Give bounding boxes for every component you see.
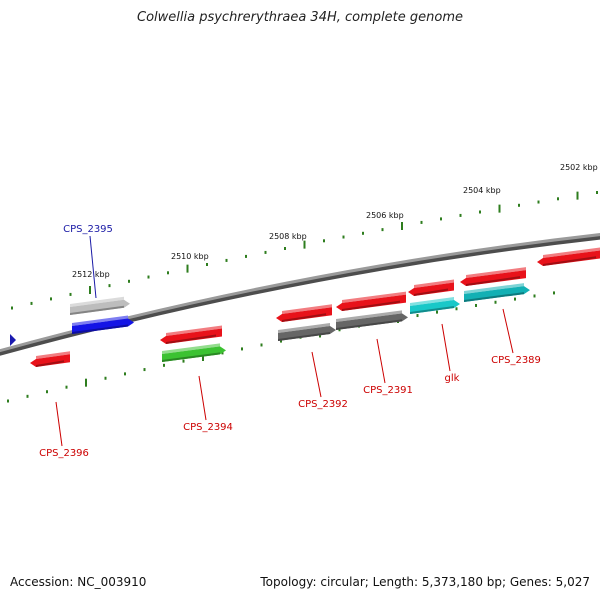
feature-shade: [166, 334, 216, 344]
gene-label: CPS_2391: [363, 385, 413, 396]
feature-cps-2396-outer: [30, 351, 70, 367]
gene-leader-line: [441, 323, 451, 372]
feature-cps-2391-outer: [336, 291, 406, 311]
feature-top: [36, 351, 70, 359]
feature-top: [72, 315, 128, 326]
feature-top: [414, 279, 454, 288]
feature-shade: [278, 332, 330, 341]
feature-top: [466, 267, 526, 278]
feature-cps-2392-outer: [276, 304, 332, 322]
feature-shade: [342, 300, 400, 311]
gene-label: CPS_2395: [63, 224, 113, 235]
feature-cps-2394-outer: [160, 325, 222, 344]
feature-shade: [414, 288, 448, 296]
feature-body: [408, 282, 454, 296]
feature-body: [336, 294, 406, 311]
feature-shade: [70, 305, 124, 315]
ruler-label: 2504 kbp: [463, 186, 501, 195]
feature-shade: [336, 319, 402, 330]
feature-top: [70, 296, 124, 307]
feature-cps-2392-inner: [278, 323, 336, 341]
gene-leader-line: [376, 338, 386, 384]
gene-leader-line: [502, 308, 514, 354]
feature-cps-2391-inner: [336, 310, 408, 330]
feature-body: [276, 307, 332, 322]
ruler-label: 2502 kbp: [560, 163, 598, 172]
feature-glk-inner: [410, 297, 460, 314]
feature-body: [160, 328, 222, 344]
feature-cps-2395-inner: [72, 315, 134, 334]
feature-cps-2389-inner: [464, 283, 530, 302]
feature-top: [410, 297, 454, 306]
feature-shade: [36, 360, 64, 367]
feature-top: [166, 325, 222, 336]
feature-body: [460, 270, 526, 286]
feature-top: [543, 247, 600, 258]
ruler-label: 2506 kbp: [366, 211, 404, 220]
gene-label: glk: [445, 373, 460, 384]
origin-marker: [10, 334, 16, 346]
feature-shade: [464, 292, 524, 302]
feature-shade: [410, 306, 454, 314]
gene-leader-line: [198, 375, 207, 421]
feature-top: [162, 343, 220, 354]
feature-cps-2395-outer: [70, 296, 130, 315]
feature-shade: [162, 352, 220, 362]
feature-glk-outer: [408, 279, 454, 296]
gene-leader-line: [55, 401, 63, 447]
feature-cps-2394-inner: [162, 343, 226, 362]
feature-top: [464, 283, 524, 294]
feature-top: [282, 304, 332, 314]
feature-shade: [466, 276, 520, 286]
feature-cps-2389-outer: [460, 267, 526, 286]
gene-leader-line: [89, 235, 97, 299]
ruler-label: 2508 kbp: [269, 232, 307, 241]
feature-cps-2388-outer: [537, 247, 600, 266]
feature-top: [278, 323, 330, 333]
feature-body: [537, 250, 600, 266]
outer-tick-ring: [11, 191, 598, 310]
gene-label: CPS_2389: [491, 355, 541, 366]
gene-label: CPS_2392: [298, 399, 348, 410]
accession-text: Accession: NC_003910: [10, 575, 147, 589]
ruler-label: 2512 kbp: [72, 270, 110, 279]
feature-body: [30, 354, 70, 367]
ruler-label: 2510 kbp: [171, 252, 209, 261]
map-title: Colwellia psychrerythraea 34H, complete …: [137, 10, 463, 25]
feature-shade: [543, 256, 596, 266]
feature-shade: [72, 324, 128, 334]
genome-stats-text: Topology: circular; Length: 5,373,180 bp…: [260, 575, 590, 589]
feature-shade: [282, 313, 326, 322]
feature-top: [342, 291, 406, 303]
feature-top: [336, 310, 402, 322]
gene-label: CPS_2396: [39, 448, 89, 459]
gene-label: CPS_2394: [183, 422, 233, 433]
gene-leader-line: [311, 351, 322, 398]
